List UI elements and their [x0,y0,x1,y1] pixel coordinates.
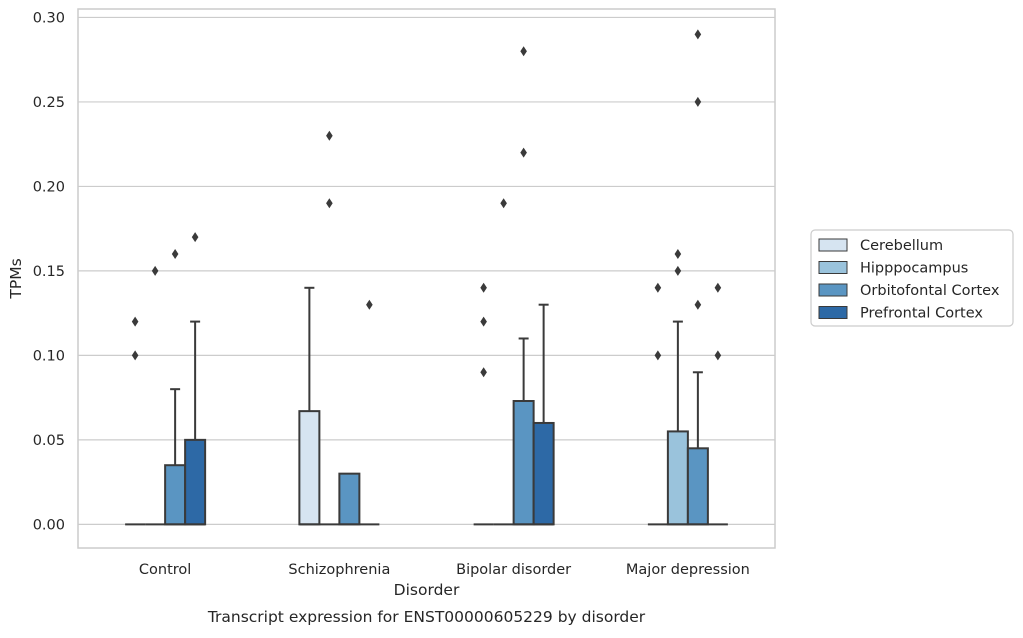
outlier-point [326,198,333,209]
y-tick-label: 0.20 [33,179,65,195]
box-cerebellum [647,282,668,526]
x-tick-label: Bipolar disorder [456,562,571,578]
legend-label: Prefrontal Cortex [860,306,983,322]
chart-caption: Transcript expression for ENST0000060522… [207,608,646,626]
legend-swatch [818,306,848,319]
outlier-point [654,282,662,293]
legend-swatch [818,283,848,297]
legend: Cerebellum Hipppocampus Orbitofontal Corte… [810,229,1014,327]
y-tick-label: 0.00 [33,517,65,533]
x-tick-label: Control [139,562,191,578]
legend-swatch [818,261,848,274]
x-axis-label: Disorder [394,581,460,599]
box-layer [125,29,728,526]
outlier-point [326,130,333,141]
outlier-point [714,282,722,293]
y-tick-label: 0.10 [33,348,65,364]
outlier-point [520,46,527,57]
box-prefrontal-cortex [359,299,380,526]
outlier-point [654,350,662,361]
outlier-point [694,29,702,40]
axes-frame [77,8,776,549]
box-orbitofontal-cortex [686,29,709,526]
legend-label: Cerebellum [860,238,943,254]
box-body [512,400,535,526]
box-body [338,472,361,526]
box-cerebellum [298,286,321,526]
outlier-point [694,299,702,310]
legend-frame [810,229,1014,327]
box-prefrontal-cortex [532,303,555,526]
box-orbitofontal-cortex [338,472,361,526]
x-tick-labels: Control Schizophrenia Bipolar disorder Majo… [139,562,750,578]
legend-swatch [818,238,848,252]
y-tick-label: 0.30 [33,10,65,26]
outlier-point [191,232,199,243]
box-orbitofontal-cortex [164,249,187,526]
outlier-point [694,96,702,107]
box-prefrontal-cortex [707,282,728,526]
box-cerebellum [125,316,146,526]
outlier-point [151,265,159,276]
box-hipppocampus [145,265,166,526]
y-tick-label: 0.25 [33,95,65,111]
box-body [184,438,207,526]
box-hipppocampus [493,198,514,526]
outlier-point [131,316,139,327]
outlier-point [714,350,722,361]
outlier-point [171,249,179,259]
y-tick-label: 0.15 [33,264,65,280]
legend-label: Hipppocampus [860,261,968,277]
y-tick-labels: 0.00 0.05 0.10 0.15 0.20 0.25 0.30 [33,10,65,533]
y-axis-label: TPMs [7,258,25,299]
box-body [298,410,321,526]
outlier-point [674,265,682,276]
outlier-point [480,367,487,378]
box-body [666,430,689,526]
y-tick-label: 0.05 [33,433,65,449]
x-tick-label: Major depression [626,562,750,578]
outlier-point [520,147,527,158]
box-orbitofontal-cortex [512,46,535,526]
outlier-point [480,282,487,293]
outlier-point [674,249,682,259]
x-tick-label: Schizophrenia [288,562,390,578]
box-body [532,421,555,526]
box-hipppocampus [319,130,340,526]
legend-label: Orbitofontal Cortex [860,283,1000,299]
box-hipppocampus [666,249,689,526]
box-cerebellum [473,282,494,526]
outlier-point [131,350,139,361]
box-body [164,464,187,526]
outlier-point [500,198,507,209]
box-body [686,447,709,526]
box-prefrontal-cortex [184,232,207,526]
outlier-point [480,316,487,327]
outlier-point [366,299,373,310]
